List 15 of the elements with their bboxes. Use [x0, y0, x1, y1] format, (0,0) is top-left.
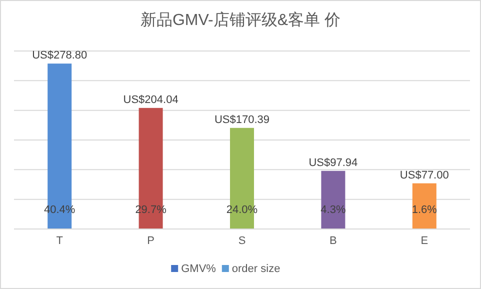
data-label: US$97.94 [308, 156, 358, 169]
bar [412, 183, 436, 229]
data-label: US$204.04 [123, 94, 178, 106]
x-tick-label: T [56, 235, 64, 247]
x-tick-label: P [147, 235, 154, 247]
data-label: US$170.39 [214, 114, 270, 126]
data-label: US$278.80 [32, 50, 88, 62]
legend-label: GMV% [181, 263, 216, 275]
x-tick-label: S [238, 235, 246, 247]
data-label: 1.6% [412, 204, 438, 216]
chart-title: 新品GMV-店铺评级&客单 价 [140, 11, 341, 29]
x-tick-label: E [420, 235, 428, 247]
data-label: US$77.00 [400, 169, 449, 182]
x-tick-label: B [330, 235, 337, 247]
legend-label: order size [232, 263, 280, 275]
